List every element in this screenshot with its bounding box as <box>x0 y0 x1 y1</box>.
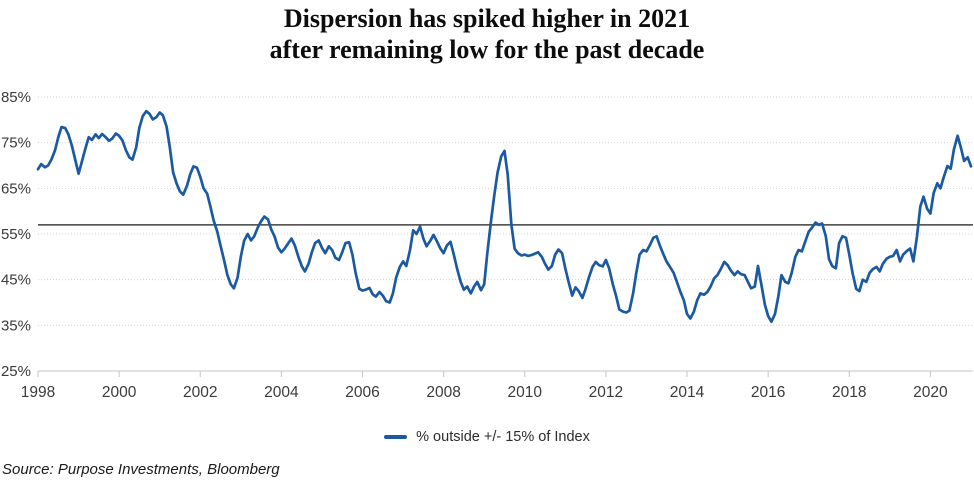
y-tick-label: 75% <box>1 135 31 152</box>
y-tick-label: 35% <box>1 317 31 334</box>
x-tick-label: 2020 <box>913 384 948 401</box>
chart-title: Dispersion has spiked higher in 2021 aft… <box>0 3 974 65</box>
y-tick-label: 65% <box>1 180 31 197</box>
x-tick-label: 2004 <box>264 384 299 401</box>
chart-title-line-2: after remaining low for the past decade <box>269 35 705 64</box>
dispersion-series-line <box>36 109 973 324</box>
legend-line-marker <box>384 435 408 439</box>
x-tick-label: 2002 <box>183 384 217 401</box>
y-tick-label: 45% <box>1 272 31 289</box>
x-tick-label: 2008 <box>426 384 460 401</box>
x-tick-label: 2006 <box>345 384 379 401</box>
x-tick-label: 1998 <box>21 384 55 401</box>
x-tick-label: 2018 <box>832 384 866 401</box>
source-note: Source: Purpose Investments, Bloomberg <box>2 461 280 478</box>
x-tick-label: 2000 <box>102 384 137 401</box>
dispersion-line-chart: 85% 75% 65% 55% 45% 35% 25% 1998 2000 2002 2004 200… <box>1 89 973 401</box>
y-tick-label: 55% <box>1 226 31 243</box>
chart-title-line-1: Dispersion has spiked higher in 2021 <box>283 4 691 33</box>
x-tick-label: 2012 <box>589 384 623 401</box>
legend-label: % outside +/- 15% of Index <box>416 429 590 445</box>
y-tick-label: 25% <box>1 363 31 380</box>
x-tick-label: 2016 <box>751 384 785 401</box>
legend: % outside +/- 15% of Index <box>0 429 974 445</box>
x-tick-label: 2010 <box>508 384 543 401</box>
x-tick-label: 2014 <box>670 384 705 401</box>
y-tick-label: 85% <box>1 89 31 106</box>
